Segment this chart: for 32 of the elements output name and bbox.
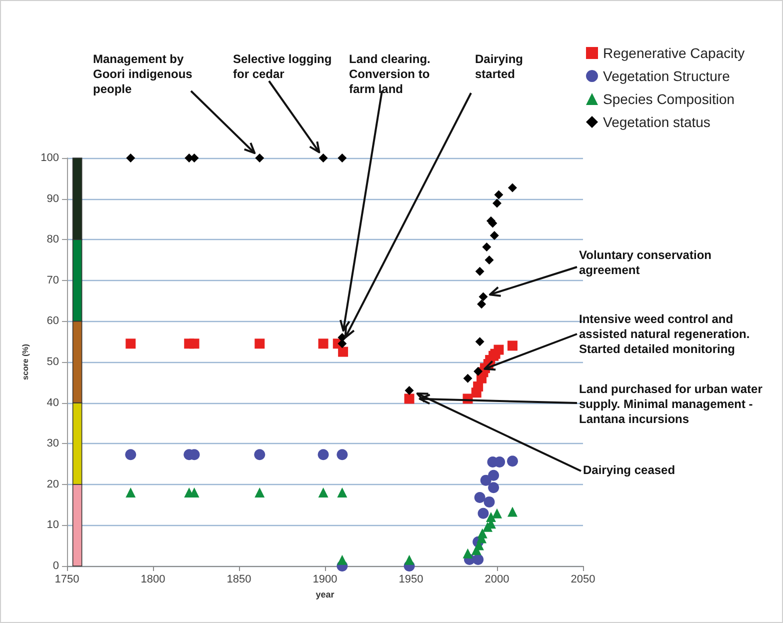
annotation: Land clearing. Conversion to farm land <box>349 52 430 96</box>
annotation: Voluntary conservation agreement <box>579 248 712 277</box>
x-tick-label: 1800 <box>140 574 166 586</box>
y-tick-label: 0 <box>52 560 59 572</box>
y-tick-label: 40 <box>46 396 59 409</box>
legend-label: Vegetation status <box>603 114 710 130</box>
x-tick-label: 2000 <box>484 574 510 586</box>
x-tick-label: 1850 <box>226 574 252 586</box>
x-tick-label: 1950 <box>398 574 424 586</box>
y-tick-label: 80 <box>46 234 59 246</box>
y-axis-title: score (%) <box>21 344 30 380</box>
legend-label: Species Composition <box>603 91 735 107</box>
annotation: Dairying ceased <box>583 463 676 477</box>
y-tick-label: 60 <box>46 315 59 328</box>
annotation: Management by Goori indigenous people <box>93 52 193 96</box>
annotation: Intensive weed control and assisted natural regeneration. Started detailed monitoring <box>579 312 750 356</box>
legend-label: Regenerative Capacity <box>603 45 745 61</box>
y-tick-label: 90 <box>46 192 59 205</box>
y-tick-label: 100 <box>40 152 59 164</box>
y-tick-label: 30 <box>46 438 59 450</box>
y-tick-label: 10 <box>46 519 59 532</box>
x-tick-label: 1750 <box>54 574 80 586</box>
x-axis-title: year <box>316 590 335 600</box>
y-tick-label: 50 <box>46 356 59 368</box>
x-tick-label: 1900 <box>312 574 338 586</box>
y-tick-label: 70 <box>46 274 59 286</box>
x-tick-label: 2050 <box>570 574 596 586</box>
y-tick-label: 20 <box>46 478 59 490</box>
annotation: Selective logging for cedar <box>233 52 332 81</box>
legend-label: Vegetation Structure <box>603 68 730 84</box>
annotation: Dairying started <box>475 52 524 81</box>
annotation: Land purchased for urban water supply. Minimal management - Lantana incursions <box>579 382 763 426</box>
